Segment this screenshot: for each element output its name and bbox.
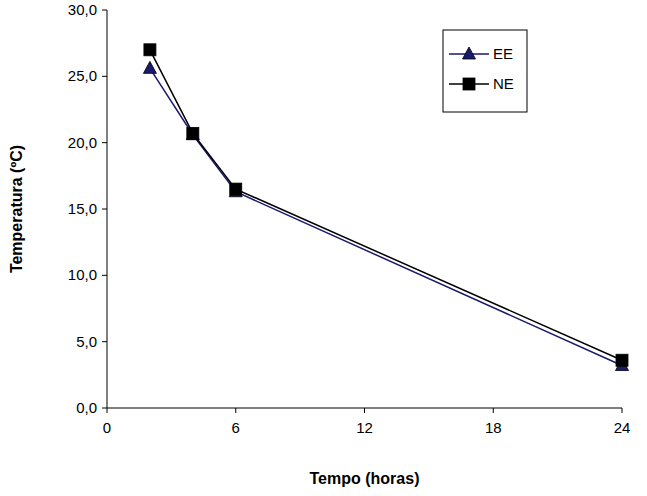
- data-point: [143, 61, 156, 73]
- legend-marker: [463, 78, 475, 90]
- data-point: [144, 44, 156, 56]
- y-tick-label: 20,0: [68, 134, 97, 151]
- x-tick: [493, 408, 494, 413]
- x-tick: [107, 408, 108, 413]
- x-tick: [235, 408, 236, 413]
- legend-label: EE: [493, 45, 513, 62]
- x-tick: [364, 408, 365, 413]
- y-tick-label: 15,0: [68, 200, 97, 217]
- y-tick-label: 0,0: [76, 399, 97, 416]
- legend: EE NE: [443, 30, 527, 112]
- x-tick: [622, 408, 623, 413]
- x-tick-label: 12: [356, 419, 373, 436]
- y-tick-label: 25,0: [68, 67, 97, 84]
- data-point: [230, 183, 242, 195]
- y-tick: [102, 408, 107, 409]
- chart-svg: 0,0 5,0 10,0 15,0 20,0 25,0 30,0 0 6 12 18 24 Tempo …: [0, 0, 647, 496]
- x-tick-label: 24: [614, 419, 631, 436]
- y-tick-label: 30,0: [68, 1, 97, 18]
- y-tick: [102, 275, 107, 276]
- data-point: [616, 354, 628, 366]
- y-tick: [102, 76, 107, 77]
- y-tick: [102, 341, 107, 342]
- x-axis-label: Tempo (horas): [310, 470, 420, 487]
- y-tick-label: 10,0: [68, 266, 97, 283]
- series-line: [150, 68, 622, 365]
- x-tick-label: 18: [485, 419, 502, 436]
- data-point: [187, 127, 199, 139]
- y-tick-label: 5,0: [76, 333, 97, 350]
- y-tick: [102, 142, 107, 143]
- data-point: [186, 128, 199, 140]
- y-tick: [102, 10, 107, 11]
- y-axis-label: Temperatura (ºC): [8, 145, 25, 273]
- series-line: [150, 50, 622, 360]
- x-tick-label: 6: [232, 419, 240, 436]
- plot-area: [143, 44, 628, 371]
- legend-box: [443, 30, 527, 112]
- chart-container: 0,0 5,0 10,0 15,0 20,0 25,0 30,0 0 6 12 18 24 Tempo …: [0, 0, 647, 496]
- y-tick: [102, 209, 107, 210]
- legend-marker: [463, 47, 476, 59]
- x-tick-label: 0: [103, 419, 111, 436]
- legend-label: NE: [493, 75, 514, 92]
